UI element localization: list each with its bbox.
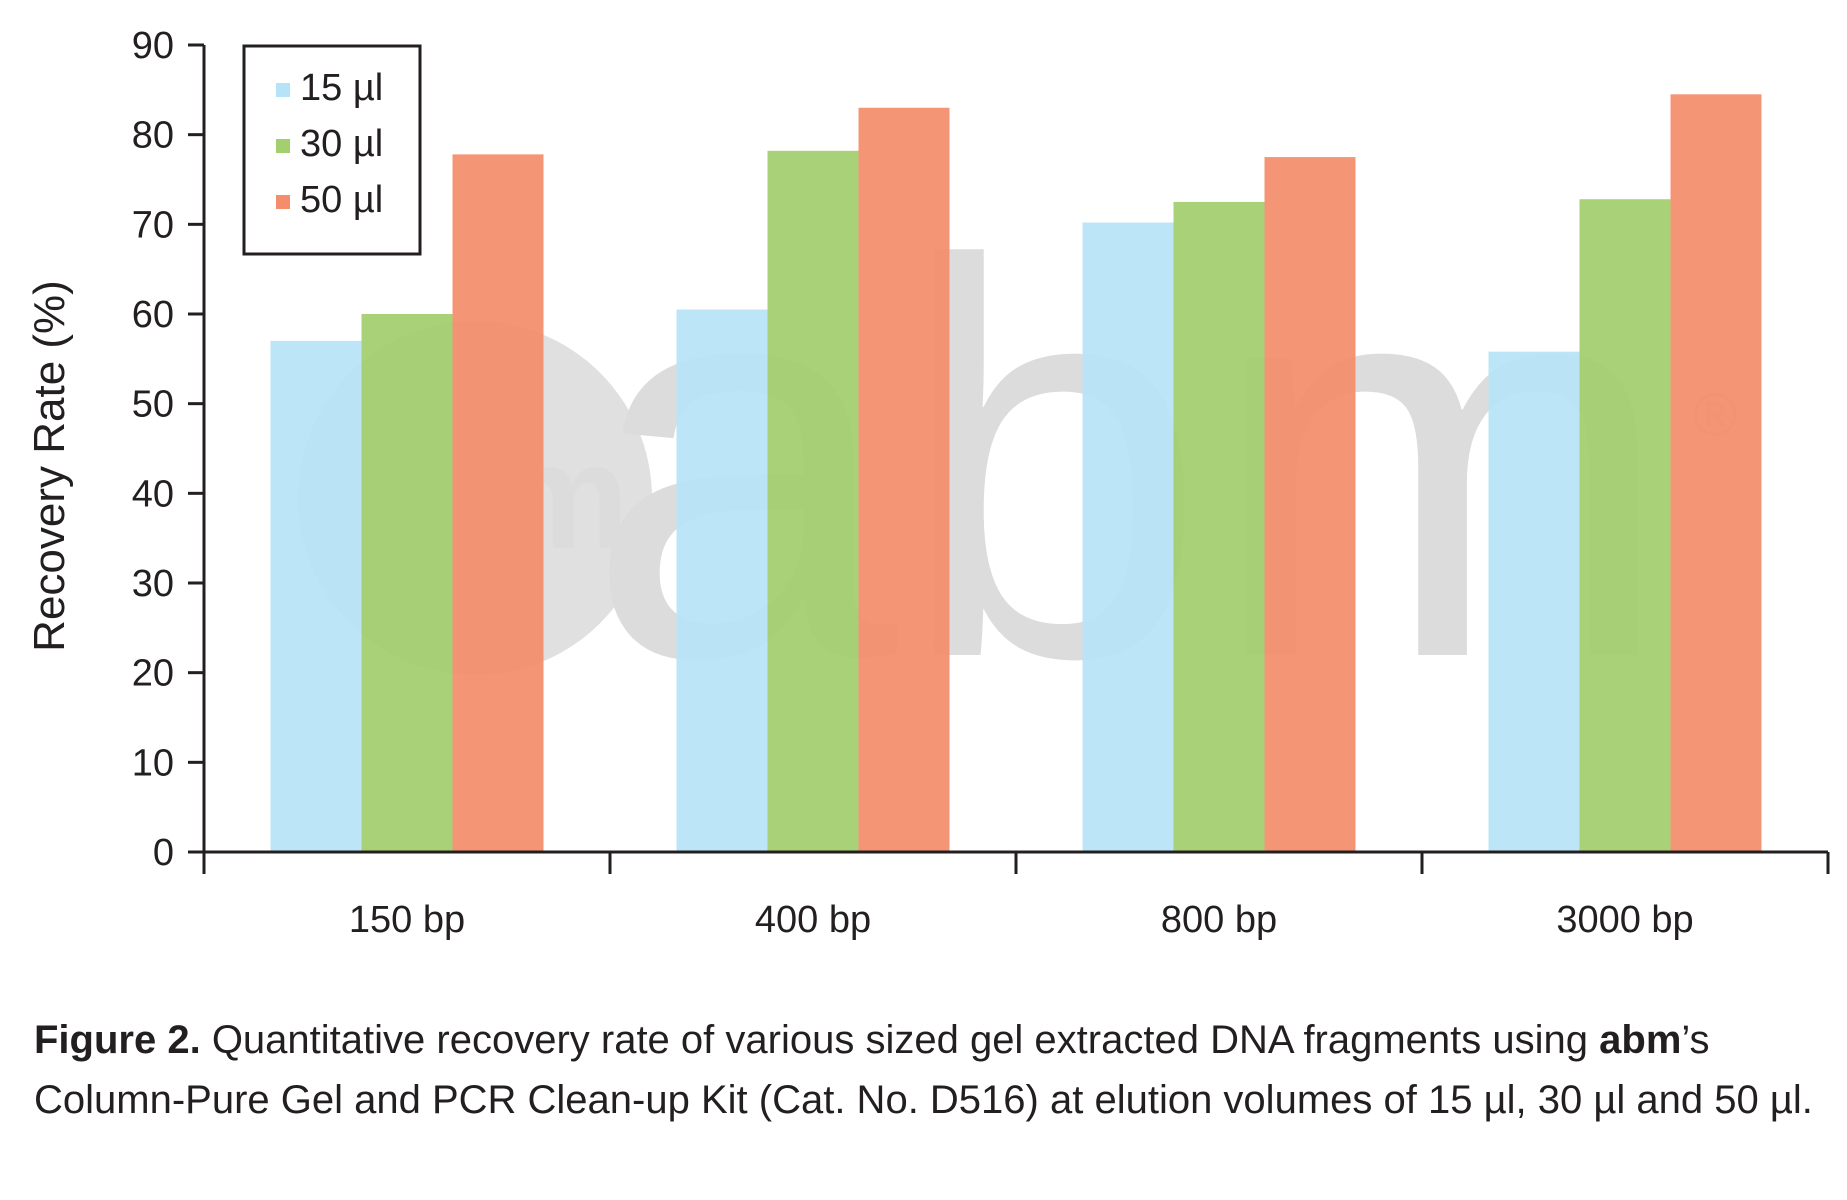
bar-30l-400bp [767, 150, 859, 853]
figure-caption: Figure 2. Quantitative recovery rate of … [34, 1010, 1824, 1130]
legend-label: 50 µl [300, 179, 383, 221]
caption-label: Figure 2. [34, 1018, 201, 1062]
x-category-label: 3000 bp [1556, 899, 1693, 941]
x-category-label: 800 bp [1161, 899, 1277, 941]
legend-box [242, 44, 422, 256]
y-axis-ticks: 0 10 20 30 40 50 60 70 80 90 [132, 25, 204, 874]
bar-50l-400bp [858, 107, 950, 853]
bar-30l-150bp [361, 314, 453, 852]
bar-15l-150bp [270, 340, 362, 852]
y-tick-label: 80 [132, 115, 174, 157]
y-tick-label: 30 [132, 563, 174, 605]
x-axis-ticks: 150 bp 400 bp 800 bp 3000 bp [202, 852, 1830, 941]
bar-group [270, 94, 1762, 853]
legend: 15 µl 30 µl 50 µl [242, 44, 422, 256]
y-tick-label: 40 [132, 473, 174, 515]
bar-30l-800bp [1173, 201, 1265, 852]
x-category-label: 150 bp [349, 899, 465, 941]
caption-text-part-1: Quantitative recovery rate of various si… [200, 1018, 1600, 1062]
y-tick-label: 90 [132, 25, 174, 67]
legend-swatch [276, 195, 290, 209]
bar-50l-150bp [452, 154, 544, 853]
caption-text-part-2: ’s Column-Pure Gel and PCR Clean-up Kit … [34, 1018, 1813, 1122]
y-axis-title: Recovery Rate (%) [25, 280, 74, 652]
bar-50l-3000bp [1670, 94, 1762, 853]
y-tick-label: 20 [132, 653, 174, 695]
legend-swatch [276, 83, 290, 97]
caption-brand: abm [1599, 1018, 1682, 1062]
bar-50l-800bp [1264, 157, 1356, 853]
y-tick-label: 60 [132, 294, 174, 336]
y-tick-label: 10 [132, 742, 174, 784]
y-tick-label: 0 [153, 832, 174, 874]
legend-label: 30 µl [300, 123, 383, 165]
bar-15l-400bp [676, 309, 768, 852]
x-category-label: 400 bp [755, 899, 871, 941]
legend-swatch [276, 139, 290, 153]
bar-15l-800bp [1082, 222, 1174, 853]
bar-30l-3000bp [1579, 199, 1671, 852]
y-tick-label: 50 [132, 384, 174, 426]
legend-label: 15 µl [300, 67, 383, 109]
y-tick-label: 70 [132, 204, 174, 246]
bar-15l-3000bp [1488, 351, 1580, 852]
